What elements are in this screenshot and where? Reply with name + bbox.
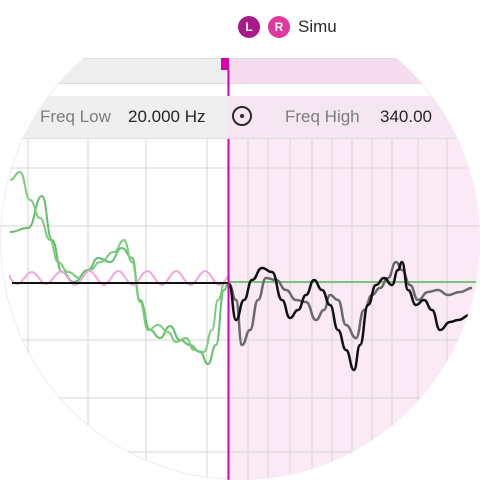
trace-green-b xyxy=(9,170,226,354)
freq-high-label: Freq High xyxy=(285,107,360,126)
selection-region xyxy=(229,138,480,480)
freq-high-value[interactable]: 340.00 xyxy=(380,107,432,126)
grid-lines xyxy=(0,138,480,480)
channel-left-badge[interactable]: L xyxy=(238,16,260,38)
playhead-marker-icon[interactable] xyxy=(221,58,229,70)
circle-dot-icon[interactable] xyxy=(232,106,252,126)
time-ruler[interactable] xyxy=(0,58,480,84)
trace-gray xyxy=(228,260,473,347)
filter-bar-selection xyxy=(228,96,480,138)
freq-low-label: Freq Low xyxy=(40,107,111,126)
view-title[interactable]: Simu xyxy=(298,17,337,36)
filter-bar: Freq Low 20.000 Hz Freq High 340.00 xyxy=(0,96,480,139)
trace-black xyxy=(227,260,471,372)
channel-right-badge[interactable]: R xyxy=(268,16,290,38)
freq-low-value[interactable]: 20.000 Hz xyxy=(128,107,206,126)
ruler-selection xyxy=(228,59,480,83)
